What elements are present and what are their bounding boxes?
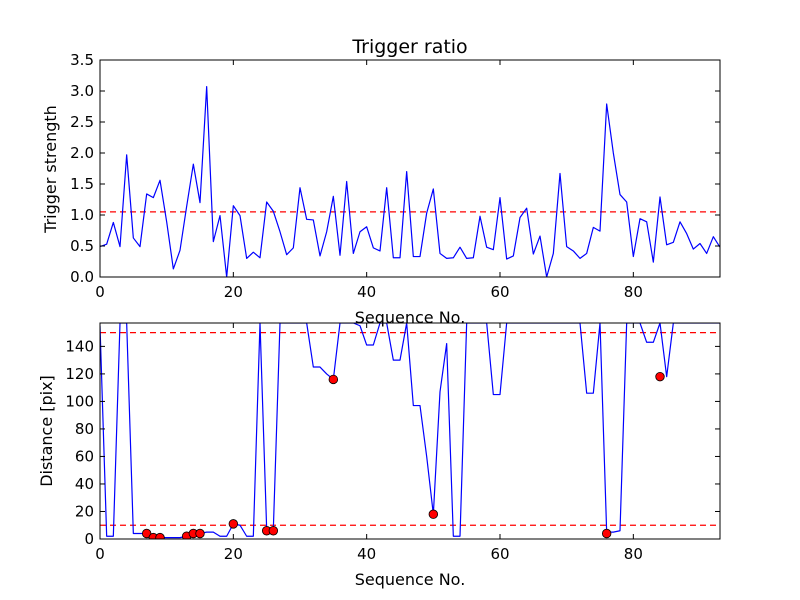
data-point bbox=[655, 371, 665, 382]
y-tick-label: 20 bbox=[75, 502, 94, 520]
y-tick-label: 60 bbox=[75, 447, 94, 465]
x-tick-label: 80 bbox=[624, 545, 643, 563]
distance-chart: 0 20 40 60 80 0 20 40 60 80 100 120 140 Sequence No.… bbox=[37, 322, 721, 589]
y-tick-label: 40 bbox=[75, 475, 94, 493]
x-tick-label: 60 bbox=[490, 283, 509, 301]
x-axis-label: Sequence No. bbox=[355, 308, 466, 327]
y-axis-label: Distance [pix] bbox=[37, 375, 56, 487]
x-tick-label: 40 bbox=[357, 283, 376, 301]
data-point bbox=[228, 519, 239, 529]
x-tick-label: 20 bbox=[224, 283, 243, 301]
y-tick-label: 3.0 bbox=[70, 82, 94, 100]
y-tick-label: 2.5 bbox=[70, 113, 94, 131]
y-tick-label: 80 bbox=[75, 420, 94, 438]
x-axis-label: Sequence No. bbox=[355, 570, 466, 589]
series-line bbox=[100, 86, 720, 277]
y-tick-label: 2.0 bbox=[70, 144, 94, 162]
x-tick-label: 40 bbox=[357, 545, 376, 563]
data-point bbox=[195, 528, 205, 539]
data-point bbox=[328, 374, 339, 385]
data-point bbox=[141, 528, 152, 539]
y-tick-label: 0.5 bbox=[70, 237, 94, 255]
y-tick-label: 140 bbox=[65, 337, 94, 355]
axes-frame bbox=[99, 59, 721, 278]
data-point bbox=[601, 528, 612, 539]
x-tick-label: 80 bbox=[624, 283, 643, 301]
y-axis-label: Trigger strength bbox=[41, 105, 60, 234]
axes-frame bbox=[99, 322, 721, 540]
x-tick-label: 60 bbox=[490, 545, 509, 563]
y-tick-label: 3.5 bbox=[70, 51, 94, 69]
y-tick-label: 0.0 bbox=[70, 268, 94, 286]
y-tick-label: 1.0 bbox=[70, 206, 94, 224]
y-tick-label: 0 bbox=[84, 530, 94, 548]
y-tick-label: 100 bbox=[65, 392, 94, 410]
data-point bbox=[428, 509, 439, 519]
x-tick-label: 0 bbox=[95, 283, 105, 301]
trigger-ratio-chart: Trigger ratio 0 20 40 60 80 0.0 0.5 1.0 1.5 2.0 2.… bbox=[41, 36, 721, 327]
x-tick-label: 0 bbox=[95, 545, 105, 563]
data-point bbox=[268, 526, 279, 536]
data-point bbox=[155, 532, 165, 539]
y-tick-label: 1.5 bbox=[70, 175, 94, 193]
chart-title: Trigger ratio bbox=[351, 36, 467, 58]
y-tick-label: 120 bbox=[65, 365, 94, 383]
x-tick-label: 20 bbox=[224, 545, 243, 563]
